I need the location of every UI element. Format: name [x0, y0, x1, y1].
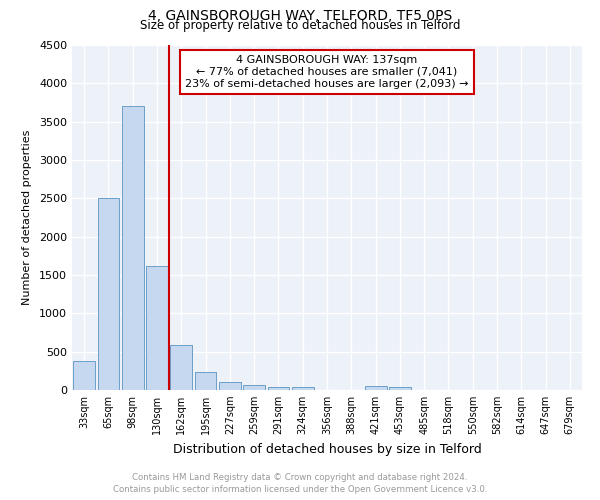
Bar — [194, 372, 217, 390]
Bar — [292, 388, 314, 390]
Bar — [73, 361, 95, 390]
Bar — [97, 198, 119, 390]
Bar — [389, 387, 411, 390]
Bar — [170, 345, 192, 390]
Text: 4 GAINSBOROUGH WAY: 137sqm
← 77% of detached houses are smaller (7,041)
23% of s: 4 GAINSBOROUGH WAY: 137sqm ← 77% of deta… — [185, 56, 469, 88]
Bar — [268, 387, 289, 390]
Bar — [365, 386, 386, 390]
Text: Size of property relative to detached houses in Telford: Size of property relative to detached ho… — [140, 18, 460, 32]
X-axis label: Distribution of detached houses by size in Telford: Distribution of detached houses by size … — [173, 442, 481, 456]
Text: Contains HM Land Registry data © Crown copyright and database right 2024.
Contai: Contains HM Land Registry data © Crown c… — [113, 472, 487, 494]
Text: 4, GAINSBOROUGH WAY, TELFORD, TF5 0PS: 4, GAINSBOROUGH WAY, TELFORD, TF5 0PS — [148, 9, 452, 23]
Bar — [146, 266, 168, 390]
Bar — [122, 106, 143, 390]
Bar — [219, 382, 241, 390]
Bar — [243, 386, 265, 390]
Y-axis label: Number of detached properties: Number of detached properties — [22, 130, 32, 305]
